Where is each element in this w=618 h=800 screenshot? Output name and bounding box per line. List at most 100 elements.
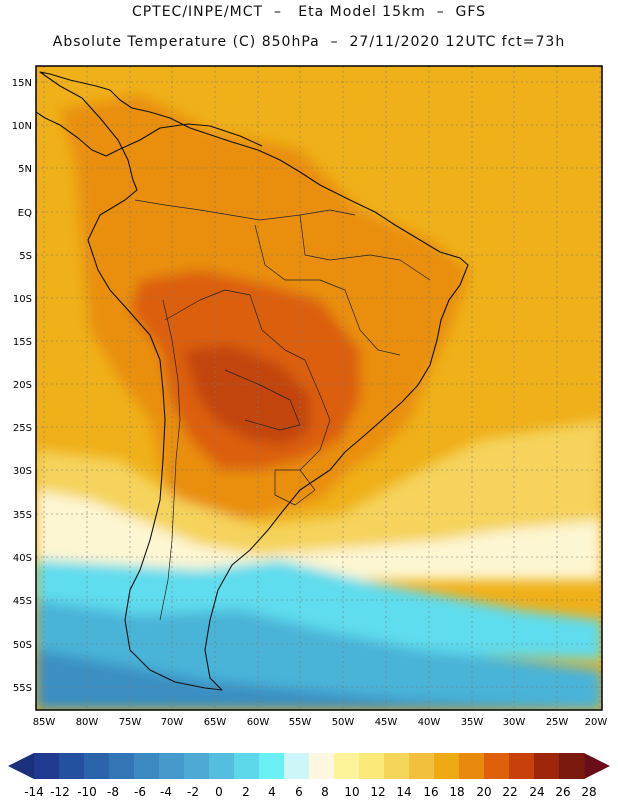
lat-label: 5N <box>18 164 32 175</box>
colorbar-swatch <box>84 753 110 779</box>
lat-label: 25S <box>13 423 32 434</box>
colorbar-labels: -14 -12 -10 -8 -6 -4 -2 0 2 4 6 8 10 12 … <box>24 785 596 799</box>
lat-label: 10S <box>13 294 32 305</box>
lon-label: 40W <box>418 717 441 728</box>
colorbar-label: 26 <box>555 785 570 799</box>
lat-label: 5S <box>19 251 32 262</box>
border-paraguay <box>224 369 301 431</box>
border-brazil-states-a <box>254 224 401 356</box>
colorbar-label: -6 <box>134 785 146 799</box>
lat-label: 15N <box>12 78 32 89</box>
colorbar-swatch <box>509 753 535 779</box>
lon-label: 85W <box>33 717 56 728</box>
lon-label: 60W <box>247 717 270 728</box>
border-north <box>134 199 356 221</box>
colorbar-low-arrow <box>8 753 34 779</box>
lon-label: 70W <box>161 717 184 728</box>
colorbar-swatch <box>534 753 560 779</box>
colorbar-swatch <box>209 753 235 779</box>
colorbar-swatch <box>484 753 510 779</box>
continent-outline <box>39 71 469 691</box>
field-deep-blue <box>36 650 602 710</box>
field-south-yellow <box>36 420 602 560</box>
colorbar-swatch <box>109 753 135 779</box>
lat-label: 40S <box>13 553 32 564</box>
lat-label: 10N <box>12 121 32 132</box>
latitude-labels: 15N 10N 5N EQ 5S 10S 15S 20S 25S 30S 35S… <box>12 78 32 694</box>
lat-label: 50S <box>13 640 32 651</box>
colorbar-swatch <box>184 753 210 779</box>
lon-label: 30W <box>503 717 526 728</box>
lat-label: 35S <box>13 510 32 521</box>
border-brazil-south <box>299 359 331 471</box>
colorbar-label: 28 <box>581 785 596 799</box>
lon-label: 45W <box>375 717 398 728</box>
colorbar-label: 14 <box>396 785 411 799</box>
colorbar-swatch <box>234 753 260 779</box>
lon-label: 75W <box>119 717 142 728</box>
lon-label: 80W <box>76 717 99 728</box>
colorbar-label: -12 <box>50 785 70 799</box>
map-frame <box>35 65 603 711</box>
title-line-2: Absolute Temperature (C) 850hPa – 27/11/… <box>52 34 566 50</box>
colorbar-label: 0 <box>215 785 223 799</box>
lon-label: 35W <box>461 717 484 728</box>
colorbar-label: 10 <box>344 785 359 799</box>
lat-label: 30S <box>13 466 32 477</box>
lon-label: 25W <box>546 717 569 728</box>
colorbar-label: 8 <box>321 785 329 799</box>
border-brazil-states-b <box>299 214 431 281</box>
graticule <box>36 66 602 710</box>
colorbar-swatch <box>59 753 85 779</box>
colorbar-swatch <box>34 753 60 779</box>
colorbar-label: 16 <box>423 785 438 799</box>
lat-label: 55S <box>13 683 32 694</box>
borders <box>134 199 431 621</box>
lat-label: 15S <box>13 337 32 348</box>
field-pale <box>36 490 602 580</box>
colorbar-high-arrow <box>584 753 610 779</box>
colorbar-swatch <box>359 753 385 779</box>
colorbar-label: 2 <box>242 785 250 799</box>
colorbar-swatch <box>434 753 460 779</box>
colorbar-swatches <box>34 753 585 779</box>
colorbar-swatch <box>284 753 310 779</box>
border-andes <box>159 299 181 621</box>
caribbean-coast <box>117 123 263 151</box>
colorbar-label: 4 <box>268 785 276 799</box>
colorbar-label: 12 <box>370 785 385 799</box>
colorbar-label: 18 <box>449 785 464 799</box>
border-brazil-west <box>164 289 306 361</box>
lat-label: 45S <box>13 596 32 607</box>
title-line-1: CPTEC/INPE/MCT – Eta Model 15km – GFS <box>131 4 487 20</box>
colorbar-label: -2 <box>187 785 199 799</box>
colorbar-label: -8 <box>107 785 119 799</box>
lon-label: 65W <box>204 717 227 728</box>
colorbar-label: 24 <box>529 785 544 799</box>
colorbar-swatch <box>334 753 360 779</box>
temperature-field <box>36 66 602 710</box>
coastlines <box>36 71 469 691</box>
colorbar-label: -4 <box>160 785 172 799</box>
colorbar-swatch <box>459 753 485 779</box>
lon-label: 20W <box>585 717 608 728</box>
colorbar-swatch <box>409 753 435 779</box>
colorbar-swatch <box>134 753 160 779</box>
colorbar-swatch <box>559 753 585 779</box>
lat-label: 20S <box>13 380 32 391</box>
colorbar-label: 22 <box>502 785 517 799</box>
longitude-labels: 85W 80W 75W 70W 65W 60W 55W 50W 45W 40W … <box>33 717 608 728</box>
colorbar-label: 6 <box>295 785 303 799</box>
colorbar-swatch <box>309 753 335 779</box>
colorbar-label: -10 <box>77 785 97 799</box>
colorbar-label: 20 <box>476 785 491 799</box>
colorbar-swatch <box>159 753 185 779</box>
colorbar-swatch <box>384 753 410 779</box>
colorbar-label: -14 <box>24 785 44 799</box>
central-america-outline <box>36 111 119 157</box>
lon-label: 55W <box>289 717 312 728</box>
lat-label: EQ <box>18 208 32 219</box>
border-uruguay <box>274 469 316 506</box>
colorbar-swatch <box>259 753 285 779</box>
